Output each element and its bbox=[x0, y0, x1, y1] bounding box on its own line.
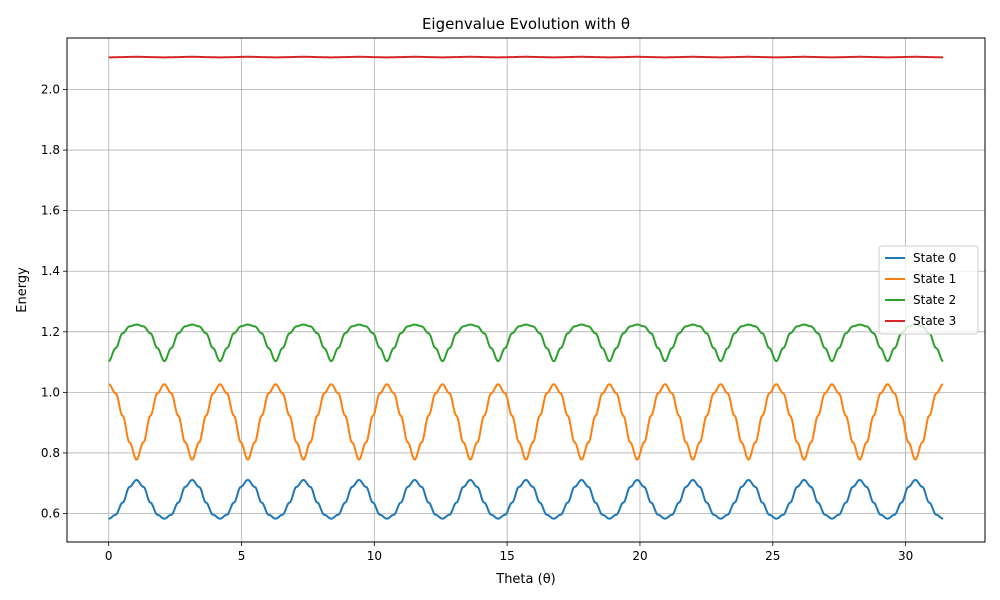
y-tick-label: 0.8 bbox=[41, 446, 60, 460]
y-tick-label: 1.0 bbox=[41, 385, 60, 399]
y-tick-label: 1.2 bbox=[41, 325, 60, 339]
x-tick-label: 30 bbox=[898, 549, 913, 563]
x-tick-label: 0 bbox=[105, 549, 113, 563]
series-line-state-2 bbox=[108, 323, 944, 363]
y-tick-label: 0.6 bbox=[41, 507, 60, 521]
x-tick-label: 20 bbox=[632, 549, 647, 563]
x-tick-label: 15 bbox=[500, 549, 515, 563]
y-tick-label: 1.8 bbox=[41, 143, 60, 157]
series-line-state-0 bbox=[108, 478, 944, 520]
series-lines bbox=[108, 55, 944, 520]
legend-box bbox=[878, 245, 979, 335]
series-line-state-3 bbox=[108, 55, 944, 59]
x-axis-label: Theta (θ) bbox=[495, 572, 555, 587]
x-tick-label: 5 bbox=[238, 549, 246, 563]
legend-label: State 0 bbox=[913, 251, 956, 265]
y-tick-label: 2.0 bbox=[41, 82, 60, 96]
grid bbox=[67, 38, 985, 542]
legend-label: State 3 bbox=[913, 314, 956, 328]
y-tick-label: 1.4 bbox=[41, 264, 60, 278]
legend-label: State 1 bbox=[913, 272, 956, 286]
y-axis-label: Energy bbox=[15, 267, 30, 313]
x-tick-label: 10 bbox=[367, 549, 382, 563]
legend: State 0 State 1 State 2 State 3 bbox=[878, 245, 979, 335]
x-tick-label: 25 bbox=[765, 549, 780, 563]
x-axis: 0 5 10 15 20 25 30 bbox=[105, 542, 913, 563]
chart-title: Eigenvalue Evolution with θ bbox=[422, 15, 630, 33]
y-tick-label: 1.6 bbox=[41, 204, 60, 218]
legend-label: State 2 bbox=[913, 293, 956, 307]
plot-frame bbox=[66, 37, 986, 543]
y-axis: 0.6 0.8 1.0 1.2 1.4 1.6 1.8 2.0 bbox=[41, 82, 67, 521]
series-line-state-1 bbox=[108, 383, 944, 461]
